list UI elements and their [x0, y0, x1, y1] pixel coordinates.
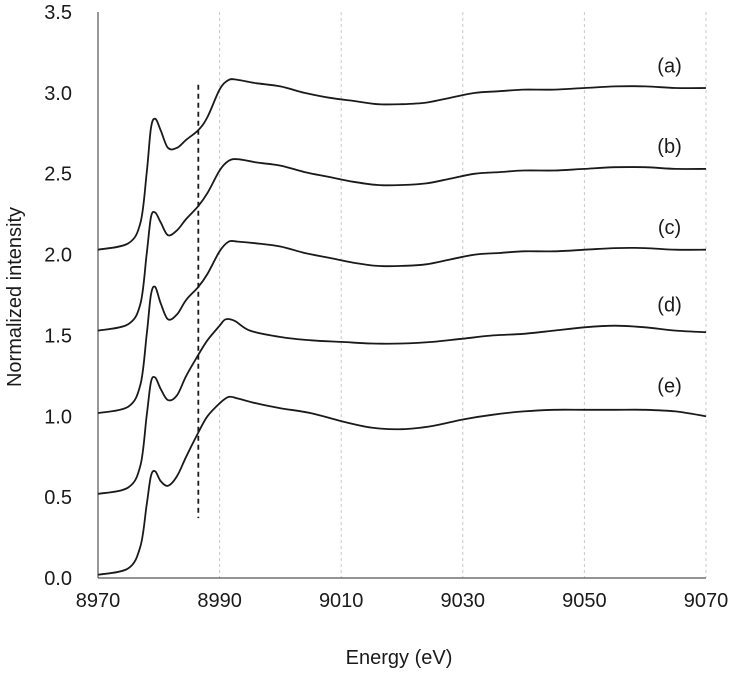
x-axis-title: Energy (eV) [346, 647, 453, 669]
grid-layer [219, 12, 707, 578]
y-tick-label-3-0: 3.0 [44, 83, 72, 105]
y-tick-label-2-5: 2.5 [44, 164, 72, 186]
series-label-b: (b) [657, 136, 681, 158]
series-label-d: (d) [657, 295, 681, 317]
series-line-e [97, 395, 707, 576]
y-tick-label-2-0: 2.0 [44, 245, 72, 267]
axis-layer [97, 12, 706, 579]
series-layer [97, 78, 707, 576]
series-line-d [97, 318, 707, 495]
y-tick-label-3-5: 3.5 [44, 2, 72, 24]
series-label-c: (c) [658, 217, 681, 239]
tick-label-layer: 8970 8990 9010 9030 9050 9070 0.0 0.5 1.0 1.5 2.0 2… [44, 2, 728, 612]
x-tick-label-9050: 9050 [562, 590, 607, 612]
y-tick-label-1-0: 1.0 [44, 406, 72, 428]
series-line-a [97, 78, 707, 251]
series-label-e: (e) [657, 376, 681, 398]
series-line-c [97, 239, 707, 414]
x-tick-label-8990: 8990 [197, 590, 242, 612]
y-axis-title: Normalized intensity [4, 207, 26, 387]
x-tick-label-9010: 9010 [319, 590, 364, 612]
y-tick-label-0-0: 0.0 [44, 568, 72, 590]
series-line-b [97, 158, 707, 332]
series-label-a: (a) [657, 55, 681, 77]
x-tick-label-8970: 8970 [76, 590, 121, 612]
series-label-layer: (a) (b) (c) (d) (e) [657, 55, 681, 397]
y-tick-label-0-5: 0.5 [44, 487, 72, 509]
x-tick-label-9070: 9070 [684, 590, 729, 612]
x-tick-label-9030: 9030 [441, 590, 486, 612]
y-tick-label-1-5: 1.5 [44, 325, 72, 347]
